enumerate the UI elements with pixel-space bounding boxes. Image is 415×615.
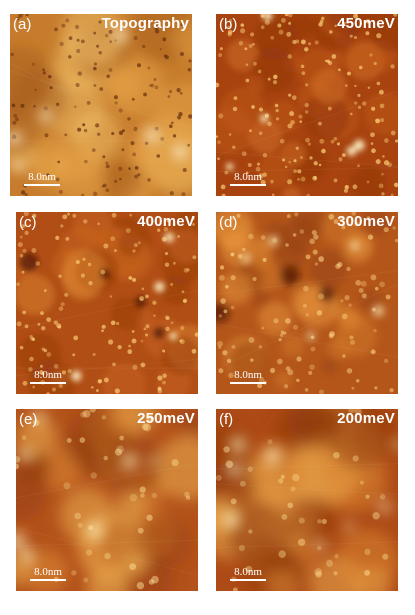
scale-bar-line [230,382,266,384]
scale-bar: 8.0nm [30,370,66,386]
panel-e-250mev: (e) 250meV 8.0nm [16,409,198,591]
panel-b-450mev: (b) 450meV 8.0nm [216,14,398,196]
stm-image-300mev [216,212,398,394]
panel-title: 300meV [337,213,395,230]
scale-bar-line [230,579,266,581]
scale-bar: 8.0nm [230,567,266,583]
panel-label: (b) [219,16,238,33]
panel-d-300mev: (d) 300meV 8.0nm [216,212,398,394]
scale-bar-label: 8.0nm [234,566,262,578]
scale-bar-line [30,382,66,384]
scale-bar-label: 8.0nm [234,369,262,381]
panel-title: 250meV [137,410,195,427]
panel-title: 400meV [137,213,195,230]
panel-a-topography: (a) Topography 8.0nm [10,14,192,196]
scale-bar-label: 8.0nm [28,171,56,183]
panel-title: 200meV [337,410,395,427]
scale-bar: 8.0nm [230,172,266,188]
panel-label: (c) [19,214,37,231]
stm-image-250mev [16,409,198,591]
panel-label: (e) [19,411,38,428]
panel-f-200mev: (f) 200meV 8.0nm [216,409,398,591]
stm-image-topography [10,14,192,196]
panel-label: (a) [13,16,32,33]
scale-bar: 8.0nm [24,172,60,188]
scale-bar-line [24,184,60,186]
scale-bar-line [30,579,66,581]
scale-bar: 8.0nm [30,567,66,583]
scale-bar-label: 8.0nm [34,369,62,381]
panel-title: Topography [101,15,189,32]
panel-title: 450meV [337,15,395,32]
stm-image-400mev [16,212,198,394]
panel-c-400mev: (c) 400meV 8.0nm [16,212,198,394]
stm-image-450mev [216,14,398,196]
scale-bar-line [230,184,266,186]
scale-bar-label: 8.0nm [34,566,62,578]
panel-label: (f) [219,411,234,428]
scale-bar: 8.0nm [230,370,266,386]
stm-image-200mev [216,409,398,591]
panel-label: (d) [219,214,238,231]
scale-bar-label: 8.0nm [234,171,262,183]
